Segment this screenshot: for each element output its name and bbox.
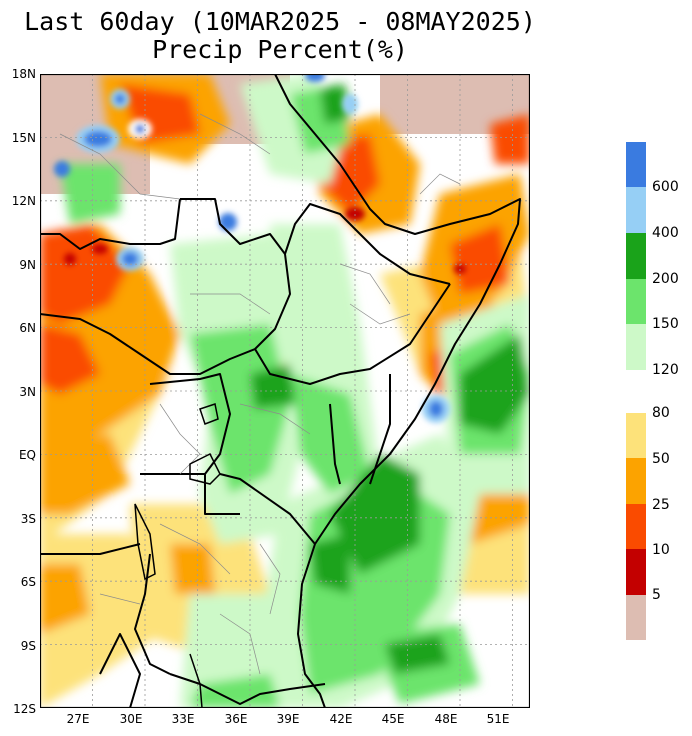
lat-label-18n: 18N <box>11 67 36 81</box>
lat-label-3s: 3S <box>20 512 36 526</box>
lon-label-39e: 39E <box>276 712 300 726</box>
lon-label-51e: 51E <box>486 712 510 726</box>
lon-label-42e: 42E <box>329 712 353 726</box>
legend-swatch-50 <box>626 458 646 504</box>
legend-label-150: 150 <box>652 316 679 332</box>
lat-label-15n: 15N <box>11 131 36 145</box>
legend-label-80: 80 <box>652 405 670 421</box>
lat-label-9n: 9N <box>19 258 36 272</box>
lon-label-36e: 36E <box>224 712 248 726</box>
lon-label-48e: 48E <box>434 712 458 726</box>
legend-swatch-400 <box>626 187 646 233</box>
lakes <box>134 403 221 708</box>
lat-label-eq: EQ <box>18 448 36 462</box>
legend-label-25: 25 <box>652 497 670 513</box>
legend-swatch-10 <box>626 549 646 595</box>
legend-label-200: 200 <box>652 271 679 287</box>
lat-label-12s: 12S <box>13 702 36 716</box>
lat-label-9s: 9S <box>20 639 36 653</box>
lat-label-3n: 3N <box>19 385 36 399</box>
legend-label-10: 10 <box>652 542 670 558</box>
legend-swatch-150 <box>626 279 646 324</box>
legend-label-120: 120 <box>652 362 679 378</box>
legend-swatch-5 <box>626 595 646 640</box>
map-title-line1: Last 60day (10MAR2025 - 08MAY2025) <box>24 7 536 36</box>
legend-label-5: 5 <box>652 587 661 603</box>
graticule <box>40 74 530 708</box>
lon-label-33e: 33E <box>171 712 195 726</box>
lat-label-12n: 12N <box>11 194 36 208</box>
lon-label-27e: 27E <box>66 712 90 726</box>
legend-label-50: 50 <box>652 451 670 467</box>
precip-percent-map <box>40 74 530 708</box>
legend-label-600: 600 <box>652 179 679 195</box>
legend-swatch-80 <box>626 413 646 458</box>
lon-label-30e: 30E <box>119 712 143 726</box>
map-frame <box>40 74 530 708</box>
country-borders <box>40 74 521 708</box>
legend-swatch-600 <box>626 142 646 187</box>
map-title-line2: Precip Percent(%) <box>152 35 408 64</box>
legend-label-400: 400 <box>652 225 679 241</box>
legend-swatch-200 <box>626 233 646 279</box>
legend-swatch-25 <box>626 504 646 549</box>
legend-swatch-120 <box>626 324 646 370</box>
lat-label-6s: 6S <box>20 575 36 589</box>
lon-label-45e: 45E <box>381 712 405 726</box>
lat-label-6n: 6N <box>19 321 36 335</box>
precip-peaks <box>54 74 466 423</box>
